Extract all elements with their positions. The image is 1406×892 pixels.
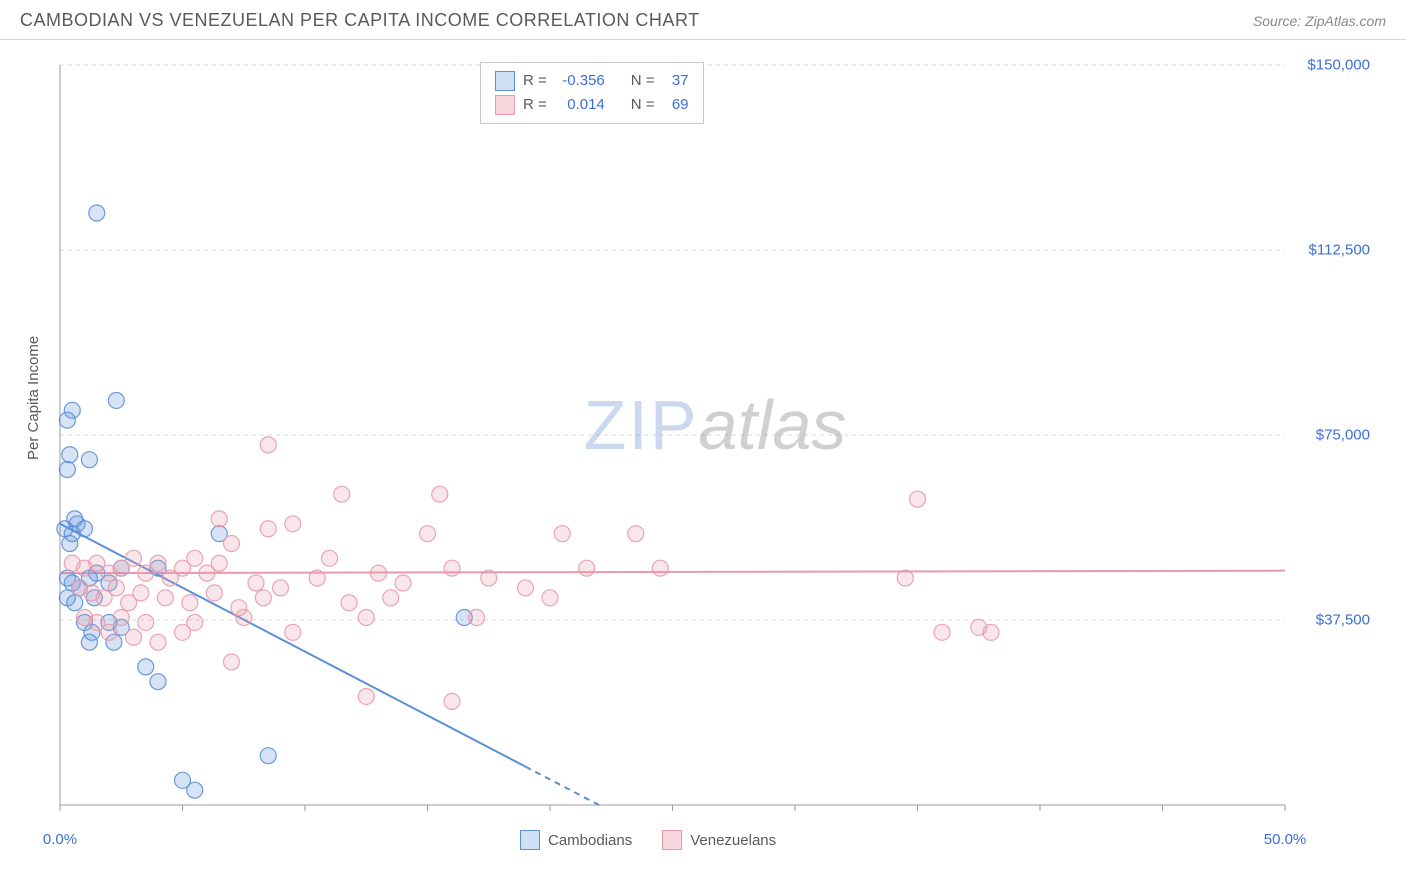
chart-title: CAMBODIAN VS VENEZUELAN PER CAPITA INCOM… — [20, 10, 700, 31]
y-tick-label: $75,000 — [1316, 427, 1370, 444]
legend-label-cambodians: Cambodians — [548, 832, 632, 849]
swatch-cambodians-bottom — [520, 830, 540, 850]
scatter-chart-svg — [50, 60, 1380, 820]
legend-row-venezuelans: R = 0.014 N = 69 — [495, 93, 689, 117]
y-tick-label: $37,500 — [1316, 612, 1370, 629]
r-value-venezuelans: 0.014 — [555, 93, 605, 117]
legend-item-cambodians: Cambodians — [520, 830, 632, 850]
legend-row-cambodians: R = -0.356 N = 37 — [495, 69, 689, 93]
n-value-venezuelans: 69 — [663, 93, 689, 117]
series-legend: Cambodians Venezuelans — [520, 830, 776, 850]
swatch-venezuelans — [495, 95, 515, 115]
n-value-cambodians: 37 — [663, 69, 689, 93]
swatch-cambodians — [495, 71, 515, 91]
y-tick-label: $150,000 — [1307, 57, 1370, 74]
chart-container: Per Capita Income ZIPatlas R = -0.356 N … — [50, 60, 1380, 820]
x-tick-label: 50.0% — [1264, 831, 1307, 848]
y-axis-label: Per Capita Income — [25, 336, 42, 460]
correlation-legend: R = -0.356 N = 37 R = 0.014 N = 69 — [480, 62, 704, 124]
swatch-venezuelans-bottom — [662, 830, 682, 850]
y-tick-label: $112,500 — [1309, 242, 1370, 259]
chart-header: CAMBODIAN VS VENEZUELAN PER CAPITA INCOM… — [0, 0, 1406, 40]
x-tick-label: 0.0% — [43, 831, 77, 848]
legend-label-venezuelans: Venezuelans — [690, 832, 776, 849]
source-attribution: Source: ZipAtlas.com — [1253, 13, 1386, 29]
legend-item-venezuelans: Venezuelans — [662, 830, 776, 850]
r-value-cambodians: -0.356 — [555, 69, 605, 93]
